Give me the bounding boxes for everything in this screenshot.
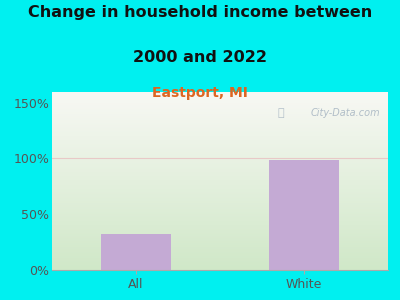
Text: 2000 and 2022: 2000 and 2022 bbox=[133, 50, 267, 64]
Text: City-Data.com: City-Data.com bbox=[311, 108, 380, 118]
Text: Change in household income between: Change in household income between bbox=[28, 4, 372, 20]
Bar bbox=[269, 160, 339, 270]
Bar bbox=[101, 234, 171, 270]
Text: ⓘ: ⓘ bbox=[277, 108, 284, 118]
Text: Eastport, MI: Eastport, MI bbox=[152, 85, 248, 100]
